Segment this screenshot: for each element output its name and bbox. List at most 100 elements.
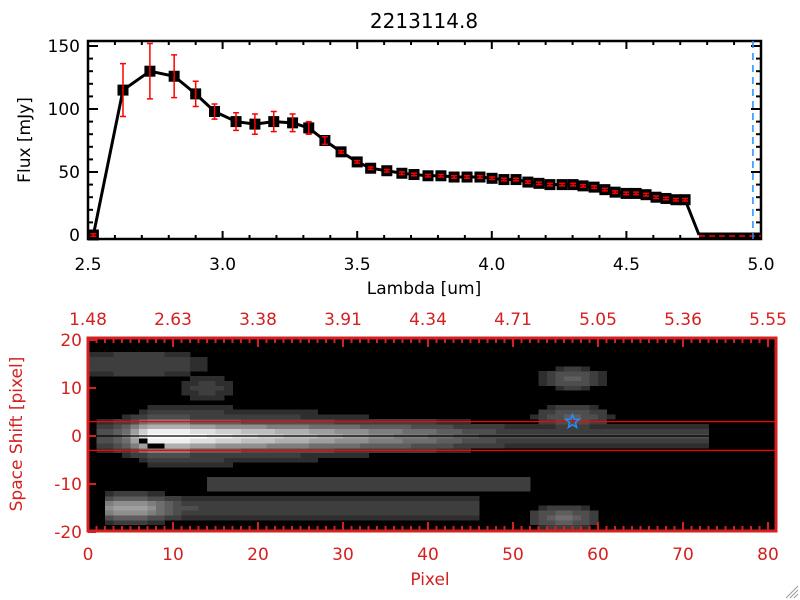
image-pixel	[113, 366, 123, 372]
image-pixel	[232, 481, 242, 487]
image-pixel	[555, 424, 565, 430]
image-pixel	[181, 452, 191, 458]
image-pixel	[419, 515, 429, 521]
image-pixel	[564, 524, 573, 530]
image-pixel	[479, 486, 488, 492]
image-pixel	[504, 443, 514, 449]
image-pixel	[598, 443, 607, 449]
image-pixel	[113, 361, 123, 367]
image-pixel	[198, 438, 208, 444]
x-tick-label: 2.5	[74, 255, 101, 275]
image-pixel	[232, 409, 242, 415]
image-pixel	[394, 510, 403, 516]
image-pixel	[487, 438, 497, 444]
image-pixel	[666, 424, 675, 430]
image-pixel	[462, 486, 471, 492]
bottom-x-axis-label: Pixel	[410, 570, 449, 590]
image-pixel	[581, 524, 590, 530]
image-pixel	[241, 476, 250, 482]
image-pixel	[589, 380, 599, 386]
image-pixel	[283, 476, 293, 482]
image-pixel	[351, 510, 361, 516]
image-pixel	[275, 424, 284, 430]
image-pixel	[581, 366, 590, 372]
image-pixel	[215, 443, 225, 449]
image-pixel	[632, 424, 641, 430]
image-pixel	[156, 515, 165, 521]
error-bar	[489, 176, 496, 181]
image-pixel	[139, 424, 148, 430]
image-pixel	[292, 414, 301, 420]
image-pixel	[700, 424, 709, 430]
image-pixel	[241, 424, 250, 430]
image-pixel	[113, 500, 123, 506]
image-pixel	[368, 505, 378, 511]
image-pixel	[377, 481, 386, 487]
image-pixel	[224, 481, 233, 487]
image-pixel	[207, 443, 216, 449]
image-pixel	[207, 424, 216, 430]
image-pixel	[360, 510, 369, 516]
image-pixel	[564, 515, 573, 521]
image-pixel	[606, 414, 616, 420]
image-pixel	[572, 409, 582, 415]
image-pixel	[632, 428, 641, 434]
image-pixel	[572, 515, 582, 521]
image-pixel	[394, 443, 403, 449]
image-pixel	[181, 409, 191, 415]
image-pixel	[275, 428, 284, 434]
image-pixel	[445, 505, 454, 511]
image-pixel	[411, 481, 420, 487]
image-pixel	[198, 361, 208, 367]
image-pixel	[283, 457, 293, 463]
image-pixel	[309, 438, 318, 444]
image-pixel	[530, 438, 539, 444]
image-pixel	[572, 510, 582, 516]
image-pixel	[436, 438, 446, 444]
image-pixel	[581, 443, 590, 449]
image-pixel	[122, 443, 131, 449]
image-pixel	[190, 428, 199, 434]
image-pixel	[436, 505, 446, 511]
image-pixel	[377, 428, 386, 434]
error-bar	[171, 54, 178, 99]
image-pixel	[309, 443, 318, 449]
image-pixel	[224, 515, 233, 521]
image-pixel	[139, 361, 148, 367]
image-pixel	[207, 438, 216, 444]
image-pixel	[283, 496, 293, 502]
image-pixel	[181, 390, 191, 396]
image-pixel	[309, 428, 318, 434]
image-pixel	[164, 352, 174, 358]
image-pixel	[419, 428, 429, 434]
image-pixel	[300, 443, 310, 449]
image-pixel	[683, 428, 692, 434]
image-pixel	[334, 510, 344, 516]
image-pixel	[147, 404, 157, 410]
top-x-tick-label: 5.36	[664, 310, 702, 330]
image-pixel	[164, 500, 174, 506]
image-pixel	[241, 510, 250, 516]
resize-grip-icon[interactable]	[785, 585, 799, 599]
image-pixel	[402, 496, 412, 502]
error-bar	[570, 182, 577, 187]
image-pixel	[411, 500, 420, 506]
image-pixel	[445, 428, 454, 434]
image-pixel	[572, 438, 582, 444]
image-pixel	[402, 443, 412, 449]
image-pixel	[564, 438, 573, 444]
image-pixel	[496, 443, 505, 449]
image-pixel	[589, 409, 599, 415]
image-pixel	[402, 428, 412, 434]
error-bar	[305, 120, 312, 135]
top-x-tick-label: 5.05	[579, 310, 617, 330]
image-pixel	[224, 452, 233, 458]
image-pixel	[122, 510, 131, 516]
image-pixel	[224, 462, 233, 468]
image-pixel	[181, 462, 191, 468]
image-pixel	[164, 409, 174, 415]
image-pixel	[453, 496, 463, 502]
image-pixel	[198, 366, 208, 372]
image-pixel	[258, 496, 267, 502]
image-pixel	[377, 476, 386, 482]
